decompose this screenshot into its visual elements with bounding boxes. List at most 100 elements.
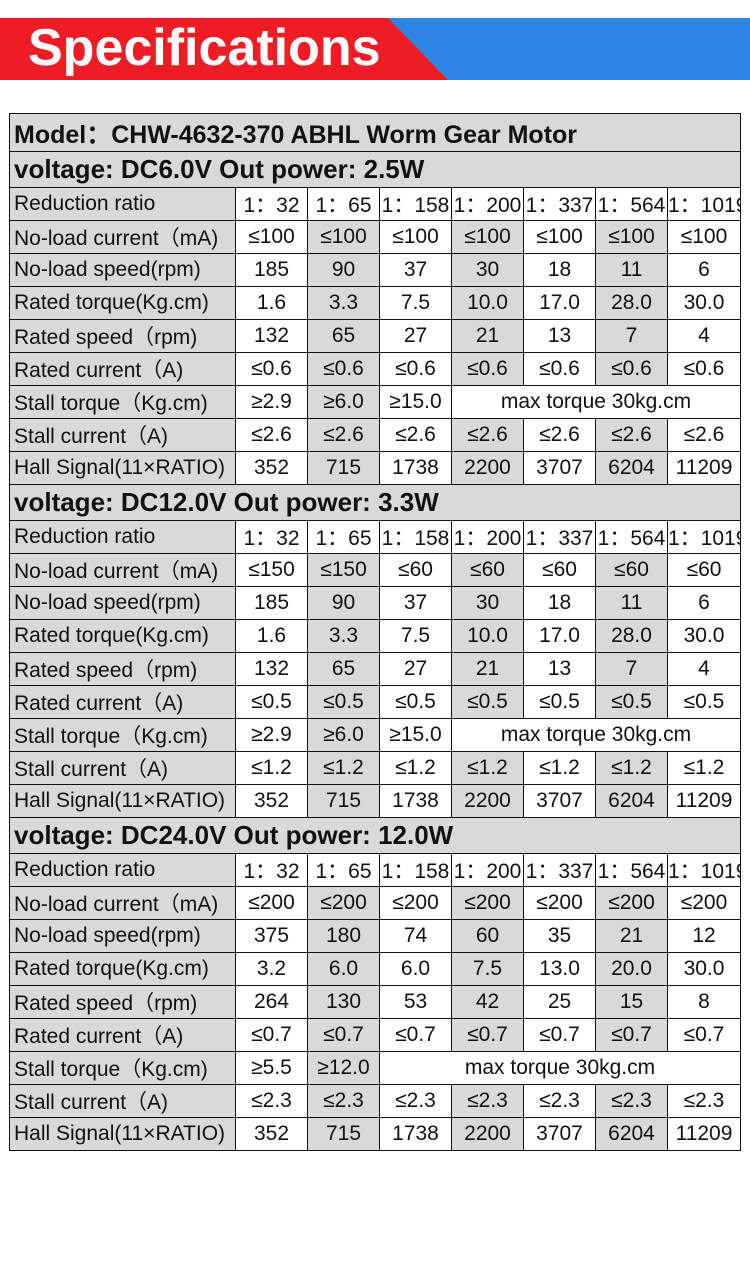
spec-cell: 10.0 bbox=[451, 286, 524, 320]
spec-cell: 65 bbox=[307, 319, 380, 353]
spec-cell: ≤60 bbox=[379, 553, 452, 587]
spec-cell: 3707 bbox=[523, 784, 596, 818]
spec-row-label: Reduction ratio bbox=[9, 520, 236, 554]
spec-cell: 13 bbox=[523, 652, 596, 686]
spec-cell: 1.6 bbox=[235, 286, 308, 320]
spec-row-label: Rated torque(Kg.cm) bbox=[9, 619, 236, 653]
spec-row: Rated speed（rpm) 132 65 27 21 13 7 4 bbox=[9, 319, 742, 353]
spec-cell: 11 bbox=[595, 586, 668, 620]
spec-cell: ≤100 bbox=[235, 220, 308, 254]
spec-cell: 15 bbox=[595, 985, 668, 1019]
spec-cell: 30 bbox=[451, 586, 524, 620]
spec-cell: ≥5.5 bbox=[235, 1051, 308, 1085]
spec-cell: 1738 bbox=[379, 1117, 452, 1151]
spec-row: Rated torque(Kg.cm) 1.6 3.3 7.5 10.0 17.0 28.0… bbox=[9, 286, 742, 320]
spec-row: No-load speed(rpm) 375 180 74 60 35 21 12 bbox=[9, 919, 742, 953]
spec-cell: ≤100 bbox=[595, 220, 668, 254]
spec-cell: ≤60 bbox=[595, 553, 668, 587]
spec-cell: ≤0.6 bbox=[666, 352, 742, 386]
spec-row: Hall Signal(11×RATIO) 352 715 1738 2200 3707 6… bbox=[9, 451, 742, 485]
spec-cell: 20.0 bbox=[595, 952, 668, 986]
spec-cell: 1738 bbox=[379, 784, 452, 818]
spec-cell: 132 bbox=[235, 652, 308, 686]
spec-cell: 180 bbox=[307, 919, 380, 953]
spec-cell: 715 bbox=[307, 784, 380, 818]
spec-cell: 3.3 bbox=[307, 619, 380, 653]
spec-cell: 1：32 bbox=[235, 520, 308, 554]
spec-cell: 375 bbox=[235, 919, 308, 953]
spec-cell: ≤1.2 bbox=[666, 751, 742, 785]
spec-cell: ≤0.6 bbox=[595, 352, 668, 386]
spec-cell: ≤0.5 bbox=[523, 685, 596, 719]
spec-cell: ≤2.3 bbox=[235, 1084, 308, 1118]
spec-cell: 27 bbox=[379, 319, 452, 353]
spec-cell: ≤0.5 bbox=[666, 685, 742, 719]
spec-row-label: Rated speed（rpm) bbox=[9, 319, 236, 353]
spec-cell: 1：32 bbox=[235, 187, 308, 221]
spec-cell: ≤2.6 bbox=[666, 418, 742, 452]
spec-cell: ≥6.0 bbox=[307, 385, 380, 419]
section-title: voltage: DC24.0V Out power: 12.0W bbox=[8, 817, 742, 854]
section-header-row: voltage: DC12.0V Out power: 3.3W bbox=[8, 484, 742, 521]
spec-cell: ≤2.3 bbox=[307, 1084, 380, 1118]
spec-cell: ≤2.6 bbox=[379, 418, 452, 452]
spec-table-body: Model：CHW-4632-370 ABHL Worm Gear Motor … bbox=[8, 113, 742, 1151]
spec-row: Stall current（A) ≤2.3 ≤2.3 ≤2.3 ≤2.3 ≤2.3 ≤2.3… bbox=[9, 1084, 742, 1118]
spec-row-label: No-load current（mA) bbox=[9, 886, 236, 920]
spec-cell: 74 bbox=[379, 919, 452, 953]
spec-cell: 1：65 bbox=[307, 853, 380, 887]
spec-cell: 21 bbox=[451, 652, 524, 686]
banner-red-stripe bbox=[0, 18, 448, 80]
spec-cell: ≤200 bbox=[379, 886, 452, 920]
spec-row-label: Stall torque（Kg.cm) bbox=[9, 718, 236, 752]
spec-cell: ≥12.0 bbox=[307, 1051, 380, 1085]
spec-cell: 35 bbox=[523, 919, 596, 953]
spec-cell: 3.3 bbox=[307, 286, 380, 320]
spec-row: No-load current（mA) ≤100 ≤100 ≤100 ≤100 ≤100 ≤… bbox=[9, 220, 742, 254]
spec-table: Model：CHW-4632-370 ABHL Worm Gear Motor … bbox=[8, 113, 742, 1151]
spec-cell: ≤0.7 bbox=[666, 1018, 742, 1052]
model-title: Model：CHW-4632-370 ABHL Worm Gear Motor bbox=[8, 113, 742, 152]
spec-cell: 25 bbox=[523, 985, 596, 1019]
spec-row: Rated speed（rpm) 132 65 27 21 13 7 4 bbox=[9, 652, 742, 686]
spec-cell: 7.5 bbox=[379, 619, 452, 653]
spec-cell: ≤2.6 bbox=[595, 418, 668, 452]
spec-row-label: Hall Signal(11×RATIO) bbox=[9, 1117, 236, 1151]
spec-row: Rated speed（rpm) 264 130 53 42 25 15 8 bbox=[9, 985, 742, 1019]
spec-cell: ≤200 bbox=[235, 886, 308, 920]
spec-cell: ≥2.9 bbox=[235, 385, 308, 419]
spec-cell: 1：564 bbox=[595, 187, 668, 221]
spec-cell: 352 bbox=[235, 451, 308, 485]
spec-row-label: Rated current（A) bbox=[9, 1018, 236, 1052]
spec-cell: 8 bbox=[666, 985, 742, 1019]
spec-cell: ≤200 bbox=[523, 886, 596, 920]
spec-cell: 1：158 bbox=[379, 853, 452, 887]
spec-cell: ≤2.6 bbox=[451, 418, 524, 452]
spec-cell: ≤0.7 bbox=[595, 1018, 668, 1052]
spec-cell: 28.0 bbox=[595, 286, 668, 320]
spec-cell: 1：65 bbox=[307, 187, 380, 221]
spec-cell: ≤1.2 bbox=[523, 751, 596, 785]
spec-cell: ≤2.3 bbox=[379, 1084, 452, 1118]
spec-cell: 1：1019 bbox=[666, 853, 742, 887]
spec-cell: 7.5 bbox=[379, 286, 452, 320]
spec-cell: 264 bbox=[235, 985, 308, 1019]
spec-cell: ≤2.3 bbox=[523, 1084, 596, 1118]
spec-cell: 1738 bbox=[379, 451, 452, 485]
spec-cell: 3.2 bbox=[235, 952, 308, 986]
spec-cell: ≤0.6 bbox=[235, 352, 308, 386]
spec-cell: ≤0.7 bbox=[235, 1018, 308, 1052]
spec-cell: 27 bbox=[379, 652, 452, 686]
spec-cell: ≤0.5 bbox=[595, 685, 668, 719]
spec-cell: ≥15.0 bbox=[379, 385, 452, 419]
spec-cell: ≤2.6 bbox=[235, 418, 308, 452]
spec-cell: ≤0.7 bbox=[307, 1018, 380, 1052]
spec-cell: 21 bbox=[595, 919, 668, 953]
spec-cell: ≤1.2 bbox=[307, 751, 380, 785]
spec-row: Stall torque（Kg.cm) ≥2.9 ≥6.0 ≥15.0 max torq… bbox=[9, 385, 742, 419]
spec-cell: ≤1.2 bbox=[595, 751, 668, 785]
spec-cell: ≤2.6 bbox=[307, 418, 380, 452]
spec-cell: ≤0.5 bbox=[235, 685, 308, 719]
spec-row-label: Rated torque(Kg.cm) bbox=[9, 952, 236, 986]
spec-cell: ≤60 bbox=[523, 553, 596, 587]
